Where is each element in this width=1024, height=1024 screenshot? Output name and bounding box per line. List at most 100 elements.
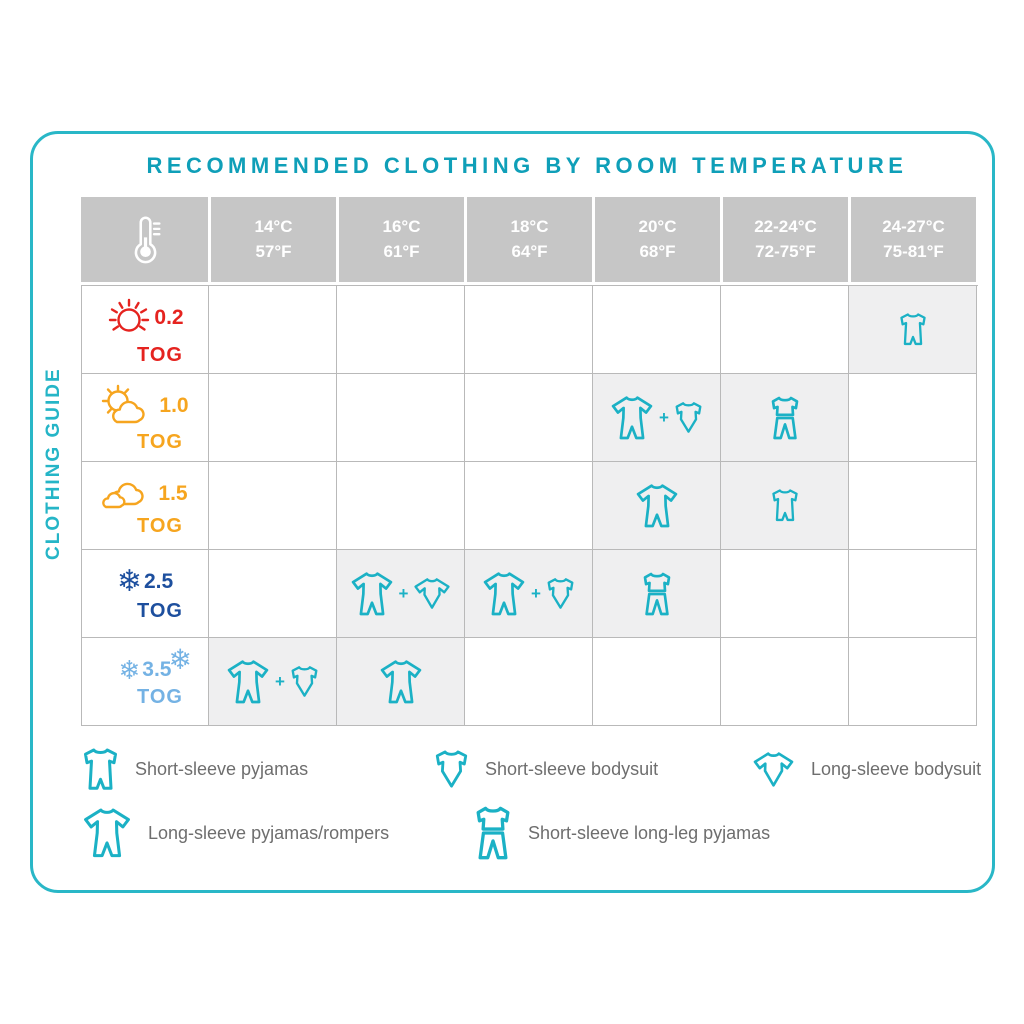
temp-celsius: 20°C — [638, 216, 677, 236]
temp-fahrenheit: 72-75°F — [755, 241, 816, 261]
tog-row-label-1.5: 1.5 TOG — [82, 462, 209, 550]
tog-row-label-2.5: ❄ 2.5 TOG — [82, 550, 209, 638]
sun-cloud-icon — [101, 384, 157, 428]
cell-tog0.2-col5 — [721, 286, 849, 374]
cell-tog3.5-col4 — [593, 638, 721, 726]
legend-label: Long-sleeve pyjamas/rompers — [148, 822, 390, 843]
legend-label: Short-sleeve bodysuit — [485, 758, 659, 779]
tog-unit: TOG — [137, 685, 183, 708]
temp-celsius: 22-24°C — [754, 216, 817, 236]
tog-value: 1.5 — [158, 482, 188, 505]
cell-tog2.5-col1 — [209, 550, 337, 638]
cell-tog1.0-col6 — [849, 374, 977, 462]
temp-celsius: 14°C — [254, 216, 293, 236]
cell-tog1.0-col3 — [465, 374, 593, 462]
tog-value: 0.2 — [154, 306, 184, 329]
page-title: RECOMMENDED CLOTHING BY ROOM TEMPERATURE — [146, 153, 908, 178]
short-sleeve-bodysuit-icon — [673, 401, 704, 434]
cell-tog0.2-col3 — [465, 286, 593, 374]
long-sleeve-pyjamas-icon — [225, 659, 271, 705]
plus-sign: + — [398, 584, 409, 603]
tog-unit: TOG — [137, 343, 183, 366]
table-body: 0.2 TOG 1.0 TOG +1.5 TOG ❄ 2.5 TOG + + ❄ ❄ 3.5 TOG + — [81, 285, 978, 726]
cell-tog1.0-col4: + — [593, 374, 721, 462]
header-thermometer-cell — [81, 197, 208, 282]
header-temp-1: 14°C 57°F — [208, 197, 336, 282]
short-sleeve-bodysuit-icon — [545, 577, 576, 610]
short-sleeve-bodysuit-icon — [289, 665, 320, 698]
header-temp-6: 24-27°C 75-81°F — [848, 197, 976, 282]
long-sleeve-pyjamas-icon — [481, 571, 527, 617]
long-sleeve-pyjamas-icon — [81, 807, 133, 859]
legend-label: Short-sleeve long-leg pyjamas — [528, 822, 771, 843]
temp-fahrenheit: 64°F — [511, 241, 548, 261]
tog-unit: TOG — [137, 514, 183, 537]
thermometer-icon — [128, 215, 162, 264]
temp-celsius: 24-27°C — [882, 216, 945, 236]
plus-sign: + — [531, 584, 541, 603]
legend-item-short-sleeve-long-leg-pyjamas: Short-sleeve long-leg pyjamas — [473, 805, 770, 861]
snowflake-icon: ❄ — [118, 654, 141, 685]
tog-row-label-1.0: 1.0 TOG — [82, 374, 209, 462]
cell-tog0.2-col1 — [209, 286, 337, 374]
cell-tog3.5-col2 — [337, 638, 465, 726]
tog-value: 2.5 — [143, 570, 174, 593]
legend-item-short-sleeve-pyjamas: Short-sleeve pyjamas — [81, 747, 433, 792]
short-sleeve-long-leg-pyjamas-icon — [769, 395, 801, 441]
cell-tog1.0-col1 — [209, 374, 337, 462]
legend-label: Long-sleeve bodysuit — [811, 758, 982, 779]
legend-label: Short-sleeve pyjamas — [135, 758, 309, 779]
temp-fahrenheit: 75-81°F — [883, 241, 944, 261]
legend-item-short-sleeve-bodysuit: Short-sleeve bodysuit — [433, 749, 751, 789]
temp-fahrenheit: 61°F — [383, 241, 420, 261]
header-temp-2: 16°C 61°F — [336, 197, 464, 282]
temp-celsius: 16°C — [382, 216, 421, 236]
long-sleeve-pyjamas-icon — [634, 483, 680, 529]
cell-tog3.5-col3 — [465, 638, 593, 726]
header-temp-4: 20°C 68°F — [592, 197, 720, 282]
legend-row1: Short-sleeve pyjamas Short-sleeve bodysui… — [81, 740, 986, 798]
legend-item-long-sleeve-bodysuit: Long-sleeve bodysuit — [751, 751, 981, 788]
plus-sign: + — [275, 672, 285, 691]
long-sleeve-pyjamas-icon — [349, 571, 395, 617]
long-sleeve-bodysuit-icon — [751, 751, 796, 788]
short-sleeve-pyjamas-icon — [898, 312, 928, 347]
clothing-guide-card: RECOMMENDED CLOTHING BY ROOM TEMPERATURE… — [30, 131, 995, 893]
tog-row-label-3.5: ❄ ❄ 3.5 TOG — [82, 638, 209, 726]
long-sleeve-pyjamas-icon — [378, 659, 424, 705]
short-sleeve-pyjamas-icon — [770, 488, 800, 523]
cell-tog3.5-col1: + — [209, 638, 337, 726]
table-header-row: 14°C 57°F 16°C 61°F 18°C 64°F 20°C 68°F 22-24°C 7… — [81, 197, 978, 282]
cell-tog2.5-col6 — [849, 550, 977, 638]
side-label: CLOTHING GUIDE — [43, 367, 64, 561]
legend: Short-sleeve pyjamas Short-sleeve bodysui… — [81, 740, 986, 866]
plus-sign: + — [659, 408, 669, 427]
cell-tog3.5-col5 — [721, 638, 849, 726]
header-temp-3: 18°C 64°F — [464, 197, 592, 282]
cell-tog0.2-col4 — [593, 286, 721, 374]
cell-tog1.5-col3 — [465, 462, 593, 550]
tog-row-label-0.2: 0.2 TOG — [82, 286, 209, 374]
cell-tog1.5-col4 — [593, 462, 721, 550]
tog-value: 1.0 — [159, 394, 189, 417]
legend-row2: Long-sleeve pyjamas/rompers Short-sleeve … — [81, 800, 986, 866]
temp-celsius: 18°C — [510, 216, 549, 236]
cell-tog1.5-col2 — [337, 462, 465, 550]
short-sleeve-pyjamas-icon — [81, 747, 120, 792]
cell-tog0.2-col2 — [337, 286, 465, 374]
cell-tog0.2-col6 — [849, 286, 977, 374]
snowflake-icon: ❄ — [116, 564, 142, 598]
temp-fahrenheit: 57°F — [255, 241, 292, 261]
short-sleeve-bodysuit-icon — [433, 749, 470, 789]
cell-tog2.5-col3: + — [465, 550, 593, 638]
cell-tog1.0-col5 — [721, 374, 849, 462]
cell-tog1.5-col6 — [849, 462, 977, 550]
tog-value: 3.5 — [142, 658, 172, 681]
cell-tog2.5-col2: + — [337, 550, 465, 638]
tog-unit: TOG — [137, 430, 183, 453]
long-sleeve-pyjamas-icon — [609, 395, 655, 441]
temperature-table: 14°C 57°F 16°C 61°F 18°C 64°F 20°C 68°F 22-24°C 7… — [81, 197, 978, 726]
cell-tog1.5-col1 — [209, 462, 337, 550]
clouds-icon — [102, 476, 156, 512]
short-sleeve-long-leg-pyjamas-icon — [473, 805, 513, 861]
